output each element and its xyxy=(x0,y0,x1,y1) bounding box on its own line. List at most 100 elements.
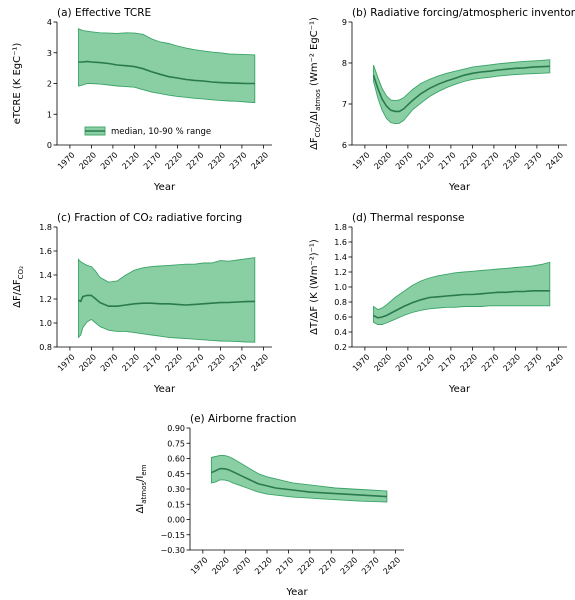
x-tick-label: 2020 xyxy=(77,352,98,373)
x-tick-label: 2170 xyxy=(437,150,458,171)
y-tick-label: 1.2 xyxy=(39,295,52,304)
x-tick-label: 2120 xyxy=(415,150,436,171)
y-tick-label: 1.8 xyxy=(334,223,347,232)
y-tick-label: 1.6 xyxy=(39,247,52,256)
y-tick-label: 1.0 xyxy=(334,283,347,292)
y-tick-label: 0.6 xyxy=(334,313,347,322)
x-tick-label: 2070 xyxy=(99,150,120,171)
chart-title: (d) Thermal response xyxy=(352,212,464,224)
y-axis-label-part: /I xyxy=(135,476,146,482)
y-tick-label: 4 xyxy=(47,18,52,27)
y-tick-label: 0.4 xyxy=(334,328,347,337)
median-line xyxy=(372,65,550,113)
y-axis-label-part: ΔF/ΔF xyxy=(12,279,23,308)
x-tick-label: 2220 xyxy=(163,150,184,171)
y-tick-label: 7 xyxy=(342,100,347,109)
range-band xyxy=(78,28,256,104)
y-tick-label: 0.75 xyxy=(167,439,185,448)
x-tick-label: 2070 xyxy=(99,352,120,373)
median-line xyxy=(373,290,550,319)
x-tick-label: 2020 xyxy=(210,555,231,576)
y-tick-label: 9 xyxy=(342,18,347,27)
legend-label: median, 10-90 % range xyxy=(111,127,211,137)
y-tick-label: −0.30 xyxy=(160,546,185,555)
y-axis-label-part: (Wm⁻² EgC⁻¹) xyxy=(309,17,320,89)
y-tick-label: 2 xyxy=(47,80,52,89)
y-axis-label-part: ΔI xyxy=(135,504,146,514)
x-axis-label: Year xyxy=(153,384,176,395)
x-axis-label: Year xyxy=(153,182,176,193)
x-tick-label: 2070 xyxy=(232,555,253,576)
y-tick-label: 0.30 xyxy=(167,485,185,494)
x-tick-label: 2220 xyxy=(458,352,479,373)
y-axis-label-part: /ΔI xyxy=(309,111,320,124)
range-band xyxy=(78,257,256,343)
x-tick-label: 2270 xyxy=(185,352,206,373)
y-tick-label: 3 xyxy=(47,49,52,58)
x-tick-label: 1970 xyxy=(351,352,372,373)
x-tick-label: 2420 xyxy=(544,352,565,373)
x-tick-label: 2270 xyxy=(480,352,501,373)
x-tick-label: 2120 xyxy=(120,150,141,171)
x-tick-label: 2170 xyxy=(274,555,295,576)
y-axis-label-part: atmos xyxy=(140,482,148,504)
range-band xyxy=(373,261,551,325)
axes xyxy=(351,22,567,146)
y-tick-label: 1.0 xyxy=(39,319,52,328)
range-band xyxy=(210,454,388,503)
y-tick-label: 8 xyxy=(342,59,347,68)
x-tick-label: 2120 xyxy=(120,352,141,373)
x-tick-label: 2270 xyxy=(185,150,206,171)
y-axis-label: eTCRE (K EgC⁻¹) xyxy=(12,43,23,125)
x-tick-label: 2420 xyxy=(544,150,565,171)
x-tick-label: 2170 xyxy=(142,352,163,373)
x-tick-label: 2320 xyxy=(501,352,522,373)
x-tick-label: 1970 xyxy=(189,555,210,576)
y-axis-label: ΔFCO₂/ΔIatmos (Wm⁻² EgC⁻¹) xyxy=(309,17,322,150)
y-tick-label: 0.8 xyxy=(39,343,52,352)
x-tick-label: 2420 xyxy=(249,150,270,171)
x-axis-label: Year xyxy=(285,587,308,598)
y-tick-label: 1.4 xyxy=(39,271,52,280)
y-axis-label: ΔF/ΔFCO₂ xyxy=(12,266,25,308)
x-tick-label: 2170 xyxy=(437,352,458,373)
panel-b: 6 7 8 9 1970 2020 2070 2120 2170 2220 2270 2320 2370… xyxy=(309,7,575,193)
y-tick-label: 1.4 xyxy=(334,253,347,262)
y-axis-label-part: ΔF xyxy=(309,137,320,150)
x-tick-label: 2170 xyxy=(142,150,163,171)
x-tick-label: 2070 xyxy=(394,352,415,373)
x-axis-label: Year xyxy=(448,384,471,395)
chart-title: (a) Effective TCRE xyxy=(57,7,151,19)
y-tick-label: 0 xyxy=(47,141,52,150)
x-tick-label: 2270 xyxy=(317,555,338,576)
x-tick-label: 2220 xyxy=(296,555,317,576)
y-tick-label: 1 xyxy=(47,110,52,119)
y-tick-label: 0.60 xyxy=(167,455,185,464)
x-tick-label: 2370 xyxy=(228,352,249,373)
panel-c: 0.8 1.0 1.2 1.4 1.6 1.8 1970 2020 2070 2120 2170 22… xyxy=(12,212,272,395)
x-tick-label: 2270 xyxy=(480,150,501,171)
range-band xyxy=(373,59,551,125)
x-tick-label: 2120 xyxy=(415,352,436,373)
x-tick-label: 2370 xyxy=(228,150,249,171)
y-axis-label-part: em xyxy=(140,464,148,475)
y-tick-label: 1.2 xyxy=(334,268,347,277)
y-tick-label: 6 xyxy=(342,141,347,150)
y-tick-label: 0.00 xyxy=(167,516,185,525)
x-tick-label: 1970 xyxy=(56,150,77,171)
x-tick-label: 2370 xyxy=(360,555,381,576)
x-tick-label: 2420 xyxy=(249,352,270,373)
x-tick-label: 1970 xyxy=(56,352,77,373)
y-tick-label: 0.2 xyxy=(334,343,347,352)
median-line xyxy=(78,60,255,85)
x-axis-label: Year xyxy=(448,182,471,193)
chart-title: (e) Airborne fraction xyxy=(190,413,296,425)
x-tick-label: 2420 xyxy=(381,555,402,576)
y-axis-label-part: atmos xyxy=(314,89,322,111)
y-axis-label: ΔIatmos/Iem xyxy=(135,464,148,513)
x-tick-label: 2320 xyxy=(206,352,227,373)
y-axis-label-part: CO₂ xyxy=(314,124,322,137)
y-tick-label: 1.8 xyxy=(39,223,52,232)
